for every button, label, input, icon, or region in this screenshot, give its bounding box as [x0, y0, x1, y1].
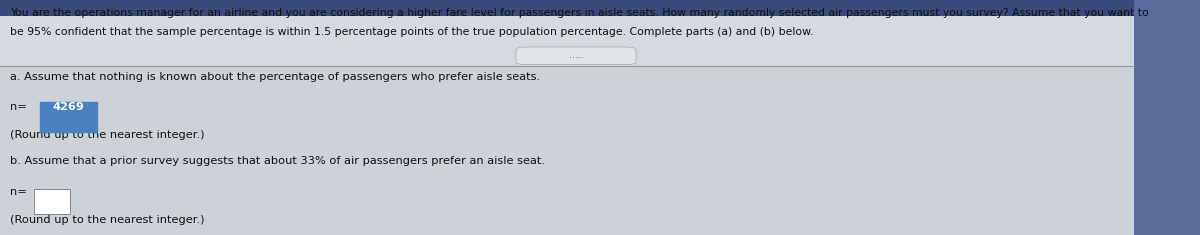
Text: 4269: 4269 — [53, 102, 84, 112]
Text: n=: n= — [10, 187, 26, 197]
Bar — [0, 0, 1134, 16]
Text: You are the operations manager for an airline and you are considering a higher f: You are the operations manager for an ai… — [10, 8, 1148, 18]
Text: b. Assume that a prior survey suggests that about 33% of air passengers prefer a: b. Assume that a prior survey suggests t… — [10, 156, 545, 166]
Bar — [0, 16, 1134, 66]
FancyBboxPatch shape — [40, 102, 97, 132]
Text: a. Assume that nothing is known about the percentage of passengers who prefer ai: a. Assume that nothing is known about th… — [10, 72, 540, 82]
FancyBboxPatch shape — [516, 47, 636, 65]
Text: (Round up to the nearest integer.): (Round up to the nearest integer.) — [10, 215, 204, 225]
Text: (Round up to the nearest integer.): (Round up to the nearest integer.) — [10, 130, 204, 141]
Text: n=: n= — [10, 102, 30, 112]
Bar — [1134, 0, 1200, 235]
Text: .....: ..... — [569, 51, 583, 60]
FancyBboxPatch shape — [34, 189, 70, 214]
Text: be 95% confident that the sample percentage is within 1.5 percentage points of t: be 95% confident that the sample percent… — [10, 27, 812, 37]
